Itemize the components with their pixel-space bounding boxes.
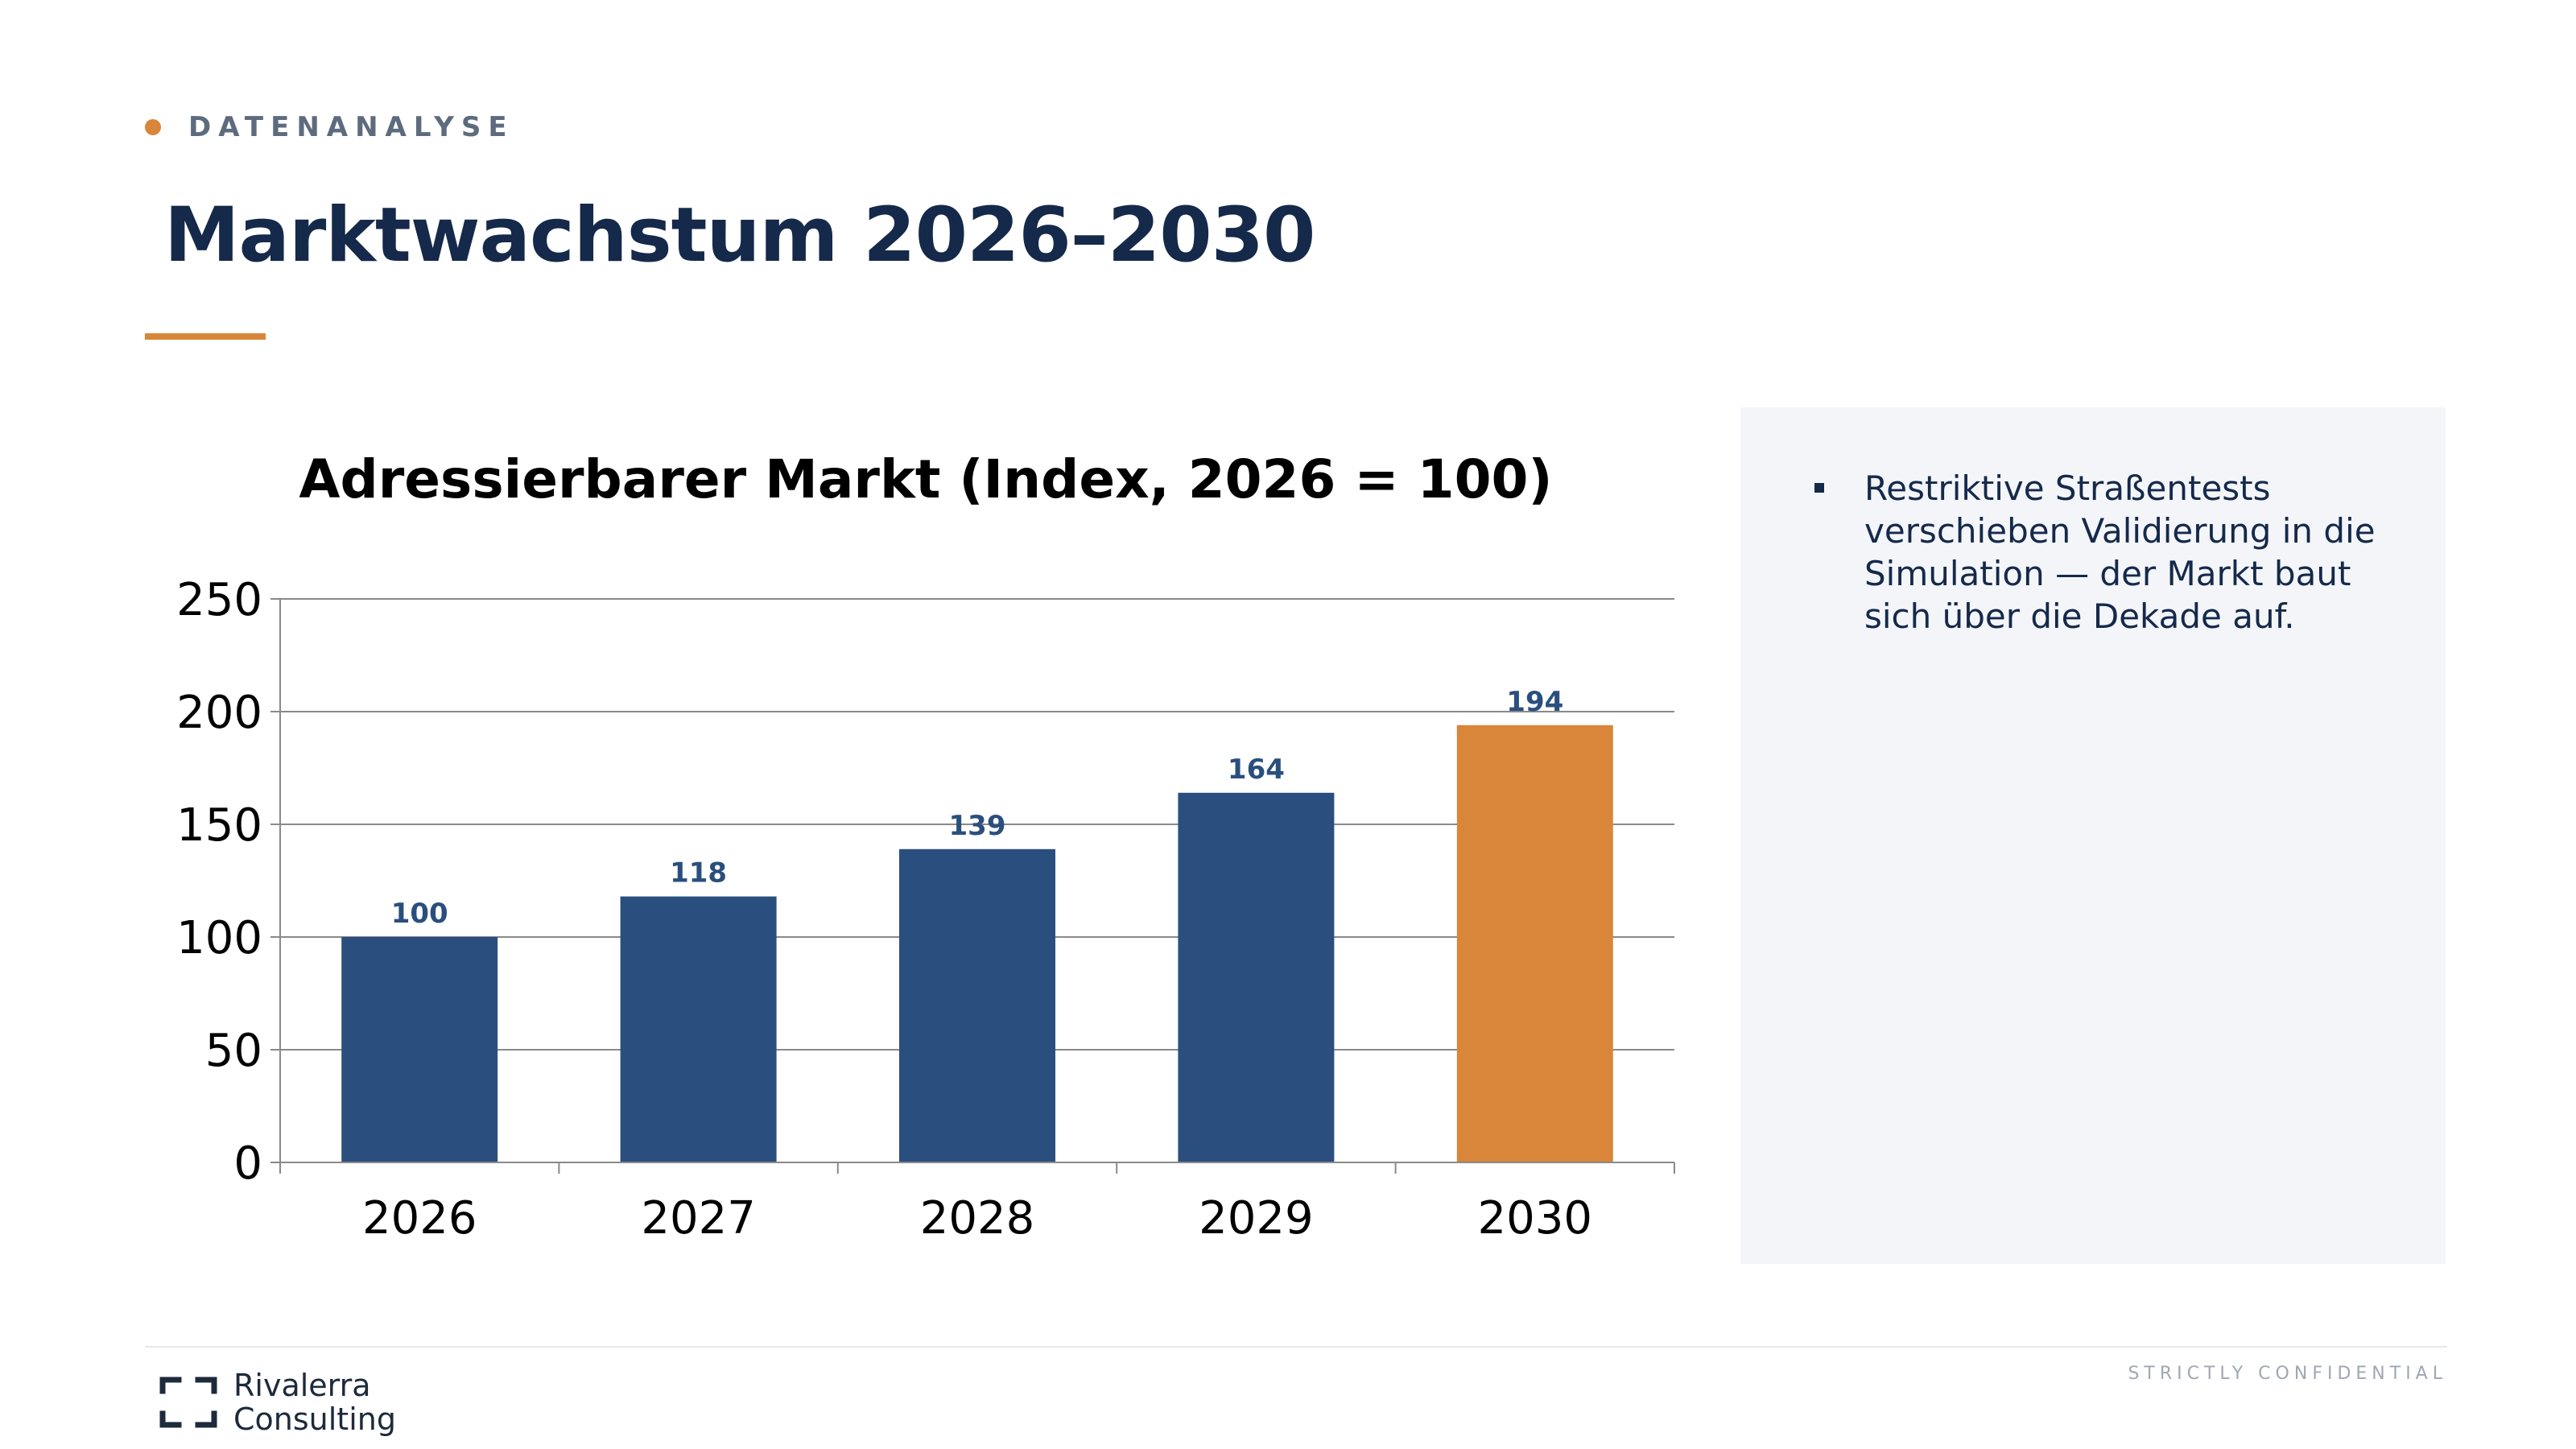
company-logo: Rivalerra Consulting (158, 1368, 396, 1436)
bracket-frame-icon (159, 1377, 217, 1428)
bar-2028 (899, 848, 1055, 1162)
logo-line-1: Rivalerra (233, 1368, 371, 1403)
bar-2026 (341, 937, 498, 1162)
bar-chart: Adressierbarer Markt (Index, 2026 = 100)… (176, 448, 1675, 1245)
bar-2029 (1178, 792, 1335, 1162)
y-tick-label: 100 (176, 912, 262, 964)
insight-panel: Restriktive Straßentests verschieben Val… (1740, 407, 2446, 1264)
section-label: DATENANALYSE (188, 111, 514, 143)
bar-2030 (1456, 724, 1613, 1162)
chart-axes (270, 598, 1675, 1174)
y-tick-label: 200 (176, 687, 262, 739)
chart-container: Adressierbarer Markt (Index, 2026 = 100)… (145, 435, 1707, 1304)
chart-labels: 0 50 100 150 200 250 100 2026 118 2027 139 2028 164 2… (176, 574, 1592, 1245)
square-bullet-icon (1814, 483, 1824, 493)
chart-gridlines (280, 598, 1674, 1051)
y-tick-label: 250 (176, 574, 262, 626)
section-dot-icon (145, 119, 161, 135)
bar-2027 (620, 896, 777, 1162)
x-tick-label: 2030 (1478, 1192, 1593, 1245)
insight-item: Restriktive Straßentests verschieben Val… (1814, 467, 2378, 638)
logo-wordmark: Rivalerra Consulting (233, 1368, 396, 1436)
page-title: Marktwachstum 2026–2030 (164, 192, 1315, 279)
chart-bars (341, 724, 1613, 1162)
data-label: 118 (670, 857, 727, 890)
x-tick-label: 2027 (641, 1192, 756, 1245)
confidentiality-notice: STRICTLY CONFIDENTIAL (2128, 1364, 2447, 1384)
insight-list: Restriktive Straßentests verschieben Val… (1814, 467, 2378, 638)
chart-title: Adressierbarer Markt (Index, 2026 = 100) (299, 448, 1552, 510)
title-accent-line (145, 333, 266, 340)
x-tick-label: 2026 (362, 1192, 477, 1245)
y-tick-label: 50 (205, 1025, 262, 1077)
data-label: 164 (1228, 753, 1285, 786)
footer-divider (145, 1346, 2447, 1348)
y-tick-label: 150 (176, 799, 262, 852)
data-label: 194 (1506, 686, 1563, 718)
x-tick-label: 2029 (1199, 1192, 1314, 1245)
logo-line-2: Consulting (233, 1402, 396, 1437)
x-tick-label: 2028 (920, 1192, 1035, 1245)
data-label: 139 (949, 810, 1006, 842)
section-header: DATENANALYSE (145, 111, 514, 143)
y-tick-label: 0 (233, 1137, 262, 1190)
insight-text: Restriktive Straßentests verschieben Val… (1864, 469, 2376, 636)
data-label: 100 (391, 898, 448, 930)
